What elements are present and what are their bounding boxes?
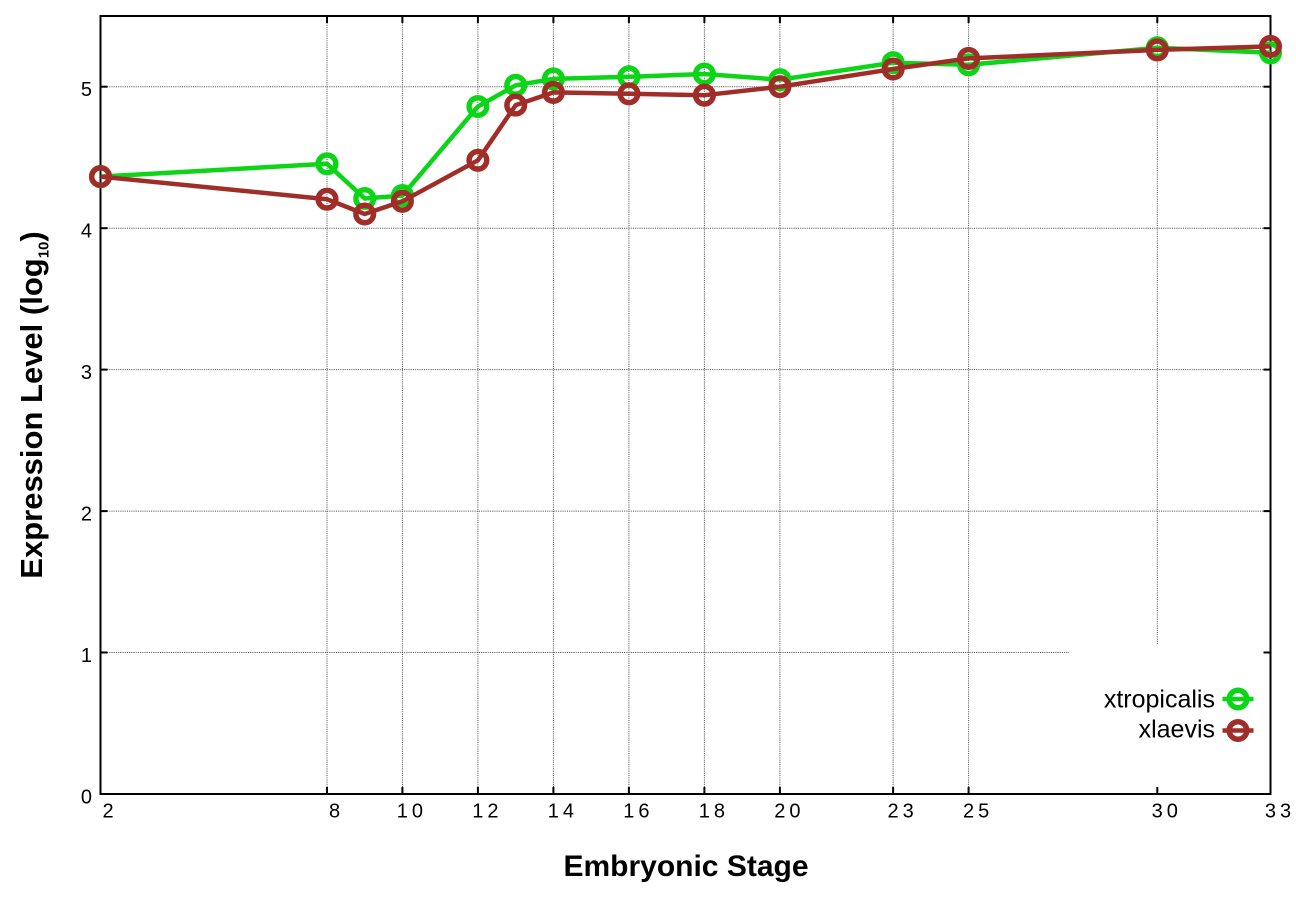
svg-text:5: 5 bbox=[81, 79, 92, 101]
svg-text:3: 3 bbox=[81, 362, 92, 384]
svg-text:Embryonic Stage: Embryonic Stage bbox=[563, 850, 808, 883]
svg-text:23: 23 bbox=[887, 801, 917, 823]
svg-text:xtropicalis: xtropicalis bbox=[1104, 686, 1215, 714]
svg-text:33: 33 bbox=[1265, 801, 1295, 823]
svg-text:4: 4 bbox=[81, 221, 92, 243]
svg-text:10: 10 bbox=[397, 801, 427, 823]
svg-text:14: 14 bbox=[548, 801, 578, 823]
svg-text:16: 16 bbox=[623, 801, 653, 823]
svg-text:30: 30 bbox=[1152, 801, 1182, 823]
svg-text:20: 20 bbox=[774, 801, 804, 823]
svg-text:8: 8 bbox=[329, 801, 344, 823]
svg-text:2: 2 bbox=[102, 801, 117, 823]
svg-text:18: 18 bbox=[699, 801, 729, 823]
svg-text:0: 0 bbox=[81, 787, 92, 809]
svg-text:2: 2 bbox=[81, 504, 92, 526]
svg-text:xlaevis: xlaevis bbox=[1139, 716, 1215, 744]
svg-text:12: 12 bbox=[472, 801, 502, 823]
svg-text:Expression Level (log10): Expression Level (log10) bbox=[14, 231, 53, 578]
svg-text:25: 25 bbox=[963, 801, 993, 823]
svg-text:1: 1 bbox=[81, 645, 92, 667]
